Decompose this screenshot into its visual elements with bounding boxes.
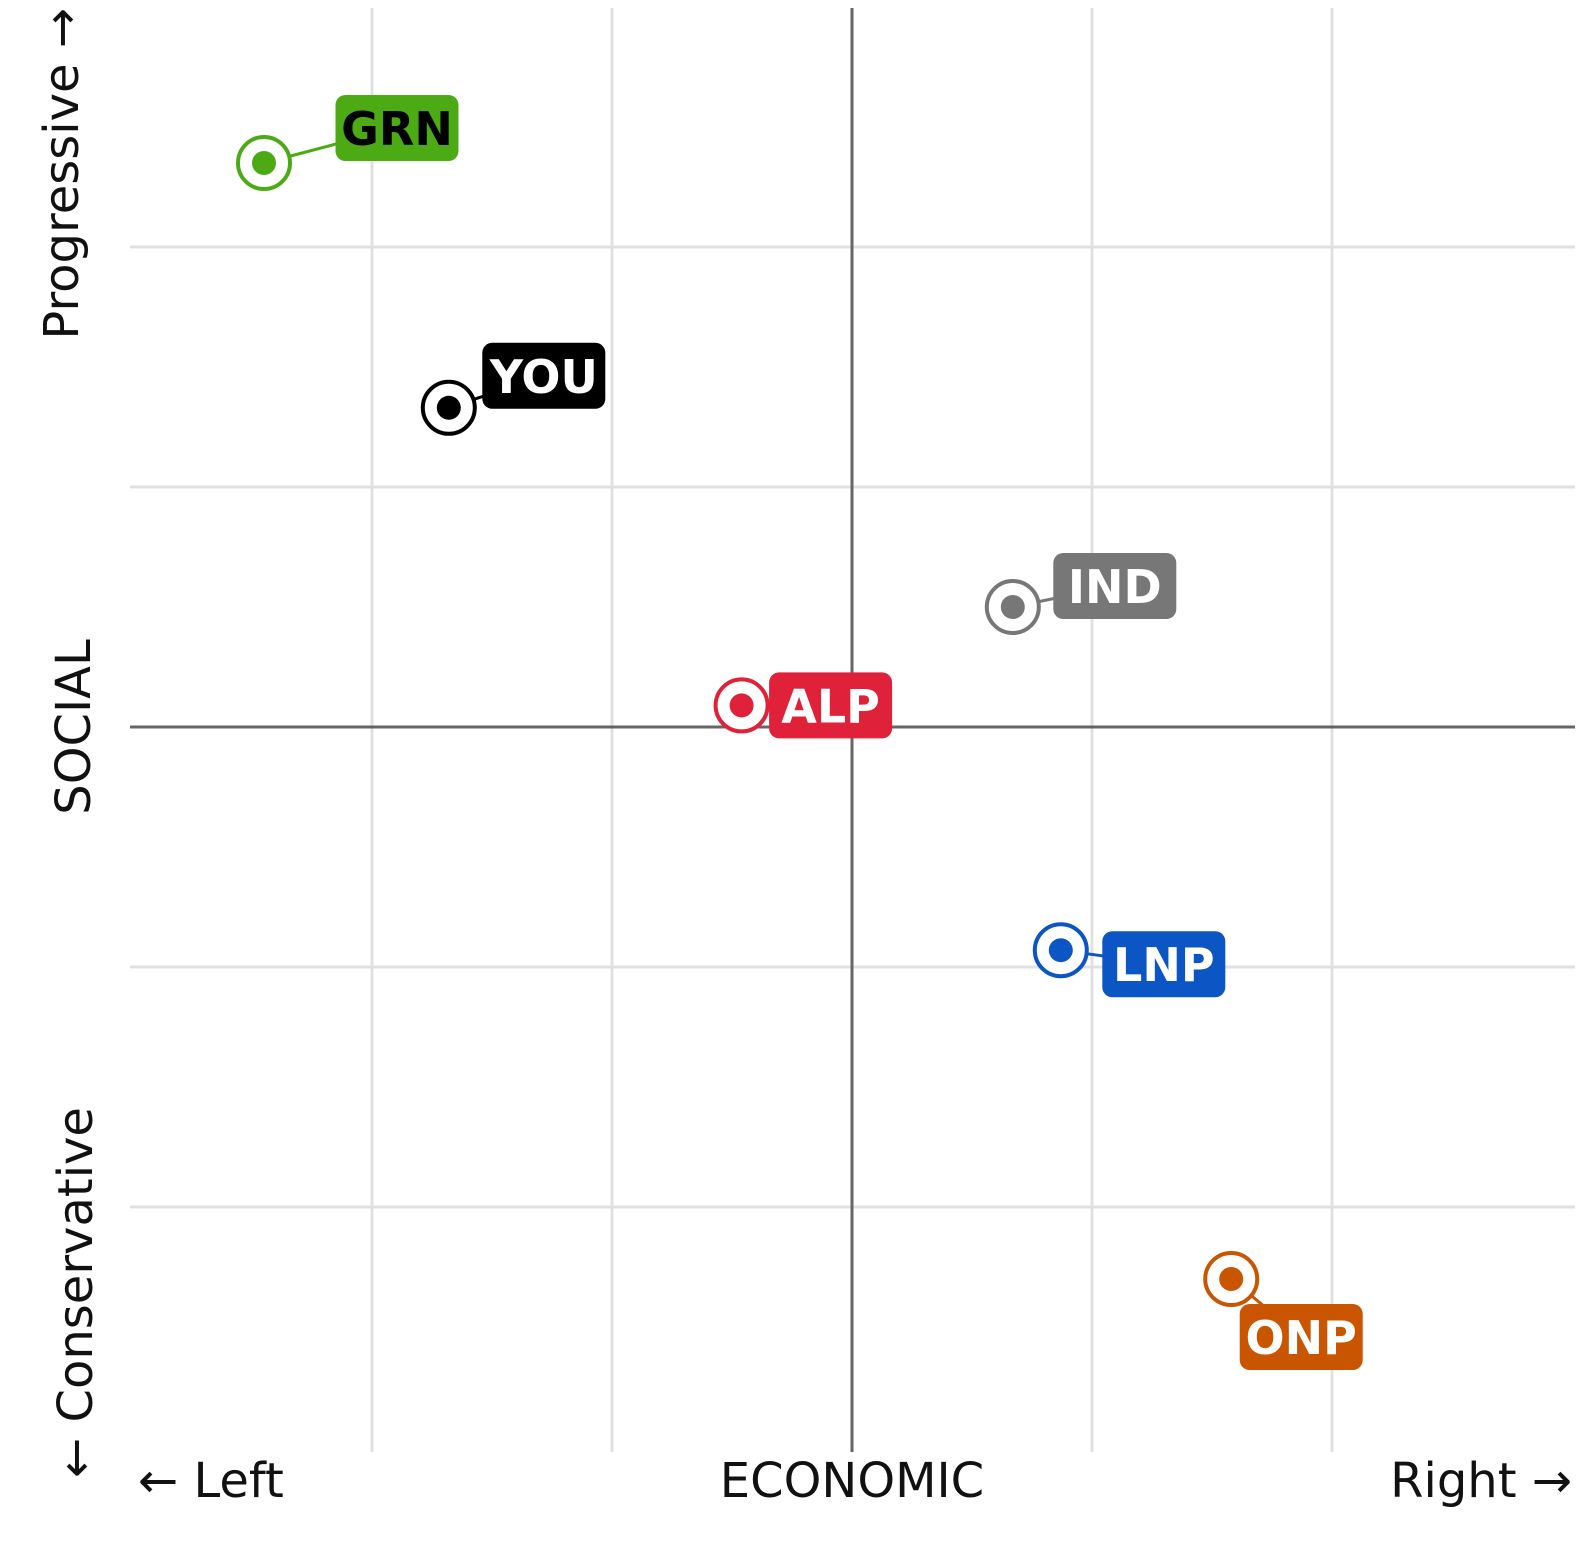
label-box <box>335 95 459 161</box>
y-axis-title: SOCIAL <box>46 639 102 815</box>
point-label: YOU <box>489 350 598 404</box>
label-box <box>1239 1304 1363 1370</box>
point-marker-dot <box>1219 1267 1244 1291</box>
point-label: GRN <box>341 102 453 156</box>
point-ind: IND <box>984 553 1177 635</box>
y-axis-bottom-label: ← Conservative <box>48 1107 104 1478</box>
point-you: YOU <box>420 342 606 436</box>
label-box <box>482 342 606 409</box>
point-marker-dot <box>729 693 754 718</box>
point-label: ALP <box>781 679 880 733</box>
point-marker-dot <box>1048 938 1073 963</box>
label-box <box>769 672 893 739</box>
x-axis-title: ECONOMIC <box>720 1453 984 1509</box>
point-alp: ALP <box>713 672 893 739</box>
x-axis-left-label: ← Left <box>138 1453 284 1509</box>
label-box <box>1053 553 1177 619</box>
point-grn: GRN <box>236 95 459 191</box>
label-box <box>1102 931 1226 998</box>
point-label: IND <box>1068 560 1162 614</box>
point-label: ONP <box>1246 1311 1357 1365</box>
point-marker-dot <box>252 151 276 175</box>
data-points: GRN YOU IND ALP LNP ONP <box>236 95 1363 1370</box>
x-axis-right-label: Right → <box>1390 1453 1572 1509</box>
point-label: LNP <box>1113 938 1215 992</box>
point-onp: ONP <box>1203 1251 1363 1370</box>
point-marker-dot <box>1000 595 1025 619</box>
point-lnp: LNP <box>1032 922 1226 998</box>
y-axis-top-label: Progressive → <box>34 8 90 340</box>
point-marker-dot <box>436 395 461 420</box>
